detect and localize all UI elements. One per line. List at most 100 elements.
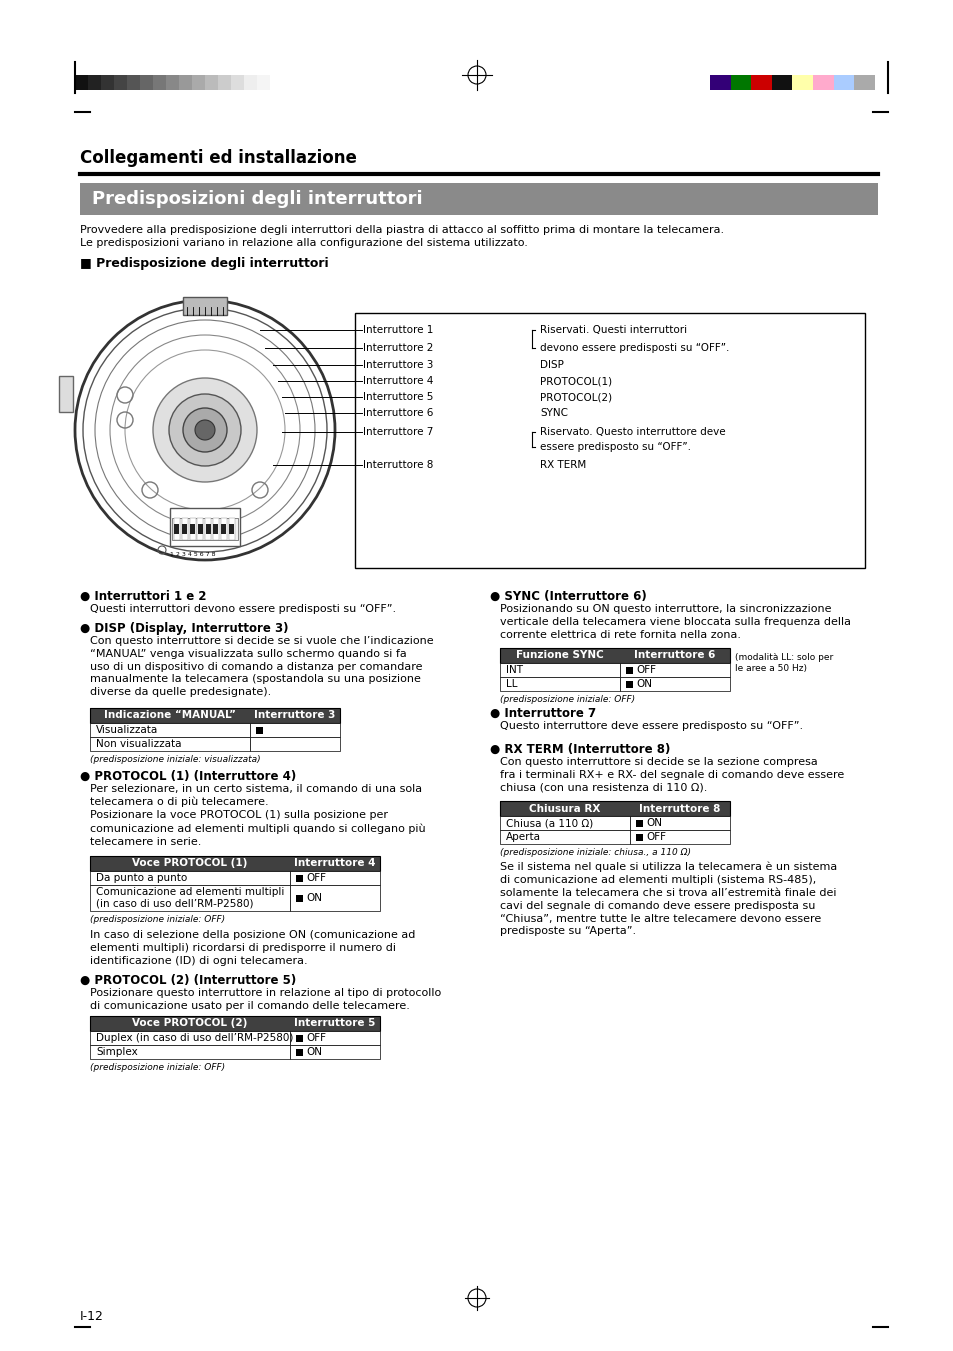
Text: Interruttore 8: Interruttore 8: [363, 459, 433, 470]
Text: Aperta: Aperta: [505, 832, 540, 842]
Text: (predisposizione iniziale: OFF): (predisposizione iniziale: OFF): [499, 694, 635, 704]
Bar: [182, 524, 187, 534]
Text: Riservati. Questi interruttori: Riservati. Questi interruttori: [539, 326, 686, 335]
Text: Collegamenti ed installazione: Collegamenti ed installazione: [80, 149, 356, 168]
Text: Duplex (in caso di uso dell’RM-P2580): Duplex (in caso di uso dell’RM-P2580): [96, 1034, 294, 1043]
Bar: [499, 801, 629, 816]
Bar: [499, 816, 629, 830]
Bar: [170, 508, 240, 546]
Bar: [636, 834, 642, 842]
Bar: [355, 313, 864, 567]
Bar: [833, 76, 854, 91]
Bar: [218, 76, 231, 91]
Text: ON: ON: [306, 893, 322, 902]
Bar: [250, 708, 339, 723]
Bar: [629, 816, 729, 830]
Bar: [854, 76, 874, 91]
Bar: [499, 830, 629, 844]
Bar: [250, 723, 339, 738]
Bar: [190, 524, 195, 534]
Bar: [250, 738, 339, 751]
Text: Interruttore 6: Interruttore 6: [363, 408, 433, 417]
Bar: [499, 648, 619, 663]
Text: Interruttore 8: Interruttore 8: [639, 804, 720, 813]
Text: Voce PROTOCOL (2): Voce PROTOCOL (2): [132, 1019, 248, 1028]
Bar: [90, 857, 379, 871]
Text: Interruttore 5: Interruttore 5: [294, 1019, 375, 1028]
Bar: [166, 76, 179, 91]
Text: PROTOCOL(1): PROTOCOL(1): [539, 376, 612, 386]
Bar: [205, 517, 211, 540]
Bar: [629, 801, 729, 816]
Bar: [499, 663, 619, 677]
Text: ● PROTOCOL (1) (Interruttore 4): ● PROTOCOL (1) (Interruttore 4): [80, 770, 296, 784]
Bar: [792, 76, 812, 91]
Bar: [619, 677, 729, 690]
Bar: [619, 663, 729, 677]
Bar: [190, 517, 195, 540]
Text: essere predisposto su “OFF”.: essere predisposto su “OFF”.: [539, 442, 690, 453]
Bar: [90, 1031, 290, 1046]
Text: Interruttore 5: Interruttore 5: [363, 392, 433, 403]
Text: Chiusura RX: Chiusura RX: [529, 804, 600, 813]
Text: Interruttore 3: Interruttore 3: [363, 359, 433, 370]
Text: Posizionare questo interruttore in relazione al tipo di protocollo
di comunicazi: Posizionare questo interruttore in relaz…: [90, 988, 441, 1011]
Bar: [295, 1048, 303, 1056]
Bar: [499, 648, 729, 663]
Text: ● Interruttori 1 e 2: ● Interruttori 1 e 2: [80, 590, 206, 603]
Bar: [229, 524, 233, 534]
Text: Voce PROTOCOL (1): Voce PROTOCOL (1): [132, 858, 248, 869]
Text: Questi interruttori devono essere predisposti su “OFF”.: Questi interruttori devono essere predis…: [90, 604, 395, 613]
Bar: [80, 182, 877, 215]
Bar: [183, 297, 227, 315]
Bar: [127, 76, 140, 91]
Bar: [59, 376, 73, 412]
Bar: [90, 857, 290, 871]
Bar: [179, 76, 192, 91]
Bar: [197, 517, 203, 540]
Bar: [90, 738, 250, 751]
Bar: [221, 524, 226, 534]
Text: Interruttore 7: Interruttore 7: [363, 427, 433, 436]
Text: Riservato. Questo interruttore deve: Riservato. Questo interruttore deve: [539, 427, 725, 436]
Bar: [290, 1046, 379, 1059]
Text: OFF: OFF: [306, 873, 326, 884]
Bar: [499, 677, 619, 690]
Text: OFF: OFF: [306, 1034, 326, 1043]
Text: Per selezionare, in un certo sistema, il comando di una sola
telecamera o di più: Per selezionare, in un certo sistema, il…: [90, 784, 425, 847]
Text: Funzione SYNC: Funzione SYNC: [516, 650, 603, 661]
Text: Indicazione “MANUAL”: Indicazione “MANUAL”: [104, 711, 235, 720]
Text: (predisposizione iniziale: chiusa., a 110 Ω): (predisposizione iniziale: chiusa., a 11…: [499, 848, 690, 857]
Bar: [625, 667, 633, 674]
Bar: [90, 1016, 290, 1031]
Circle shape: [169, 394, 241, 466]
Bar: [255, 727, 263, 734]
Text: Chiusa (a 110 Ω): Chiusa (a 110 Ω): [505, 817, 593, 828]
Bar: [90, 885, 290, 911]
Text: DISP: DISP: [539, 359, 563, 370]
Text: Da punto a punto: Da punto a punto: [96, 873, 187, 884]
Text: Interruttore 4: Interruttore 4: [363, 376, 433, 386]
Bar: [88, 76, 101, 91]
Text: SYNC: SYNC: [539, 408, 567, 417]
Text: Interruttore 1: Interruttore 1: [363, 326, 433, 335]
Bar: [172, 517, 237, 540]
Bar: [499, 801, 729, 816]
Text: Interruttore 4: Interruttore 4: [294, 858, 375, 869]
Bar: [113, 76, 127, 91]
Bar: [290, 871, 379, 885]
Bar: [231, 76, 244, 91]
Bar: [290, 1031, 379, 1046]
Bar: [709, 76, 730, 91]
Circle shape: [152, 378, 256, 482]
Text: ● PROTOCOL (2) (Interruttore 5): ● PROTOCOL (2) (Interruttore 5): [80, 974, 296, 988]
Circle shape: [183, 408, 227, 453]
Bar: [771, 76, 792, 91]
Text: ● SYNC (Interruttore 6): ● SYNC (Interruttore 6): [490, 590, 646, 603]
Bar: [90, 1046, 290, 1059]
Text: (predisposizione iniziale: OFF): (predisposizione iniziale: OFF): [90, 915, 225, 924]
Bar: [90, 1016, 379, 1031]
Bar: [619, 648, 729, 663]
Text: ■ Predisposizione degli interruttori: ■ Predisposizione degli interruttori: [80, 257, 328, 270]
Text: Non visualizzata: Non visualizzata: [96, 739, 181, 748]
